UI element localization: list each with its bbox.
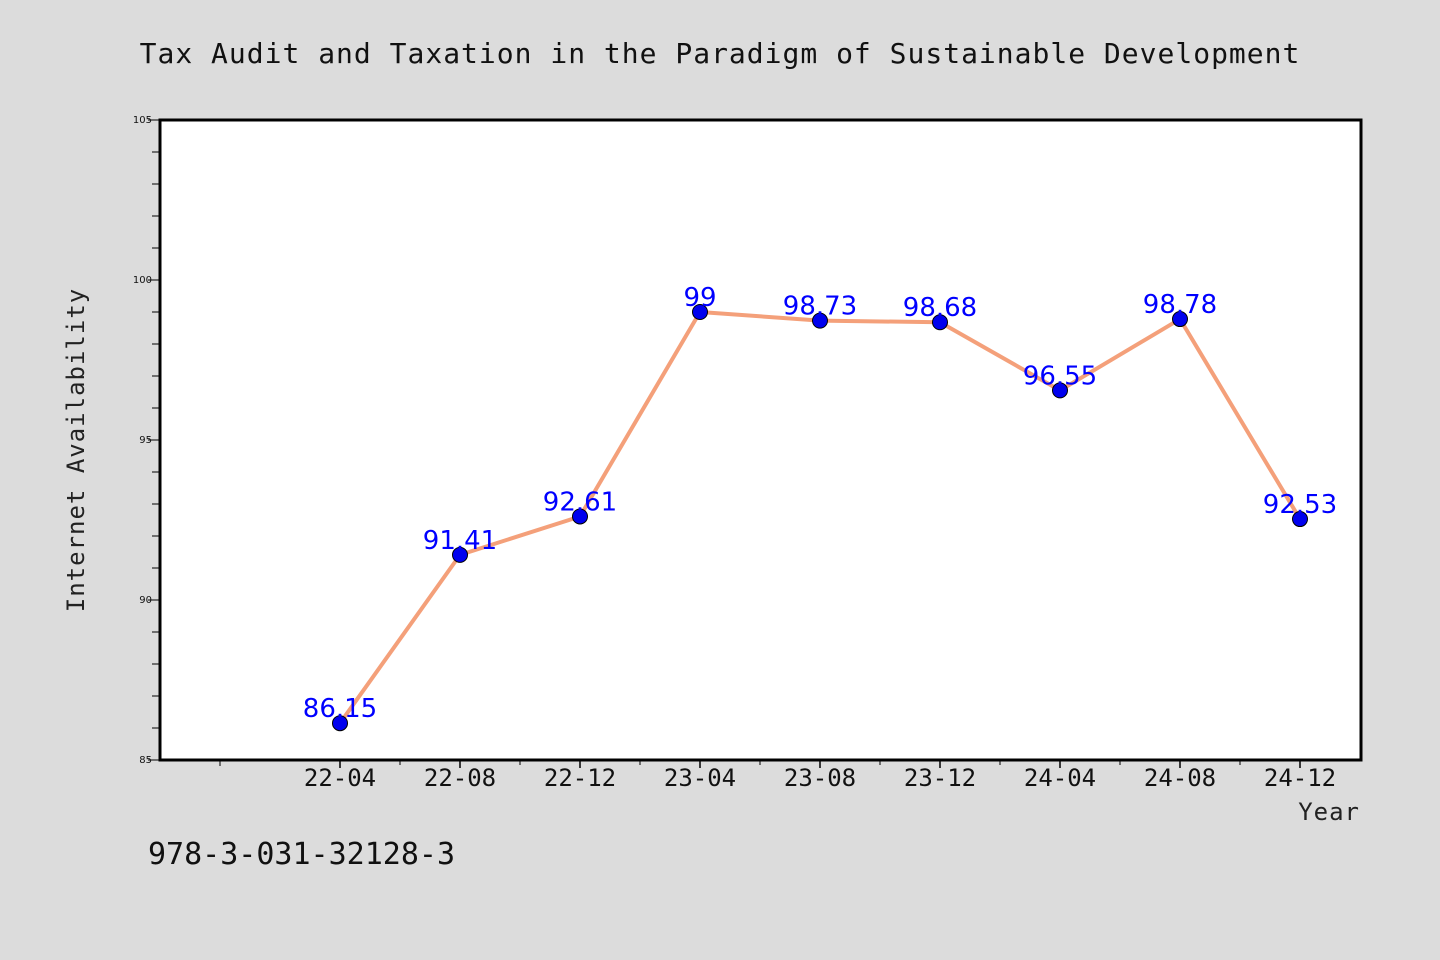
data-label: 98.78 — [1143, 290, 1217, 320]
data-label: 96.55 — [1023, 361, 1097, 391]
data-point — [572, 508, 588, 525]
plot-frame — [158, 118, 1363, 762]
x-tick-label: 22-04 — [304, 764, 376, 792]
y-tick-label: 100 — [133, 275, 152, 286]
x-tick-label: 23-08 — [784, 764, 856, 792]
data-point — [812, 312, 828, 329]
x-tick-label: 24-04 — [1024, 764, 1096, 792]
data-point — [1292, 511, 1308, 528]
data-point — [452, 546, 468, 563]
data-label: 92.53 — [1263, 490, 1337, 520]
isbn-footer: 978-3-031-32128-3 — [148, 837, 455, 872]
x-tick-label: 22-08 — [424, 764, 496, 792]
axes: 85 90 95 100 105 22-04 22-08 22-12 23-04 23-08 23-… — [133, 115, 1336, 792]
x-tick-label: 24-08 — [1144, 764, 1216, 792]
y-tick-label: 95 — [139, 435, 152, 446]
data-label: 92.61 — [543, 487, 617, 517]
y-tick-label: 90 — [139, 595, 152, 606]
x-tick-label: 23-04 — [664, 764, 736, 792]
data-label: 99 — [683, 283, 716, 313]
data-labels-layer: 86.15 91.41 92.61 99 98.73 98.68 96.55 98.78 92.… — [303, 283, 1337, 724]
data-point — [332, 715, 348, 732]
x-tick-label: 23-12 — [904, 764, 976, 792]
data-label: 91.41 — [423, 526, 497, 556]
data-point — [1052, 382, 1068, 399]
chart-title: Tax Audit and Taxation in the Paradigm o… — [140, 37, 1301, 70]
plot-area — [160, 120, 1361, 760]
series-layer — [332, 304, 1308, 732]
y-axis-label: Internet Availability — [62, 288, 90, 612]
y-tick-label: 105 — [133, 115, 152, 126]
data-label: 98.68 — [903, 293, 977, 323]
data-point — [692, 304, 708, 320]
x-tick-label: 22-12 — [544, 764, 616, 792]
data-label: 98.73 — [783, 292, 857, 322]
data-point — [932, 314, 948, 331]
x-tick-label: 24-12 — [1264, 764, 1336, 792]
x-axis-label: Year — [1298, 798, 1360, 826]
data-point — [1172, 311, 1188, 328]
data-label: 86.15 — [303, 694, 377, 724]
y-tick-label: 85 — [139, 755, 152, 766]
